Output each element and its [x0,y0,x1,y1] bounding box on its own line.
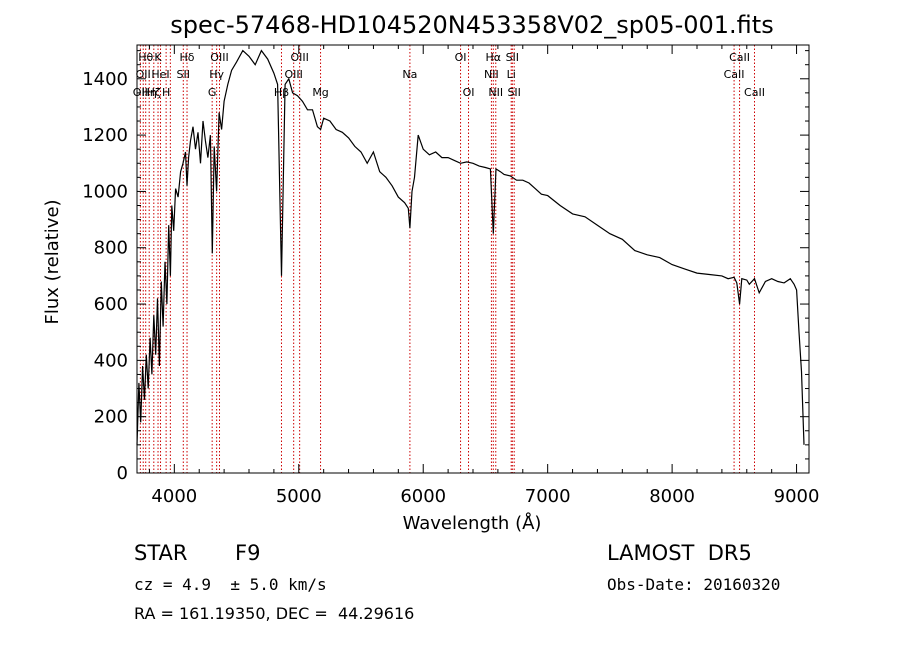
spectral-line-label: Hζ [147,86,161,99]
observation-date: Obs-Date: 20160320 [607,575,781,594]
x-tick-label: 6000 [400,486,446,507]
spectral-line-label: SII [506,51,519,64]
spectral-line-label: OI [455,51,467,64]
y-tick-label: 200 [94,407,128,428]
y-axis-label: Flux (relative) [42,199,63,324]
plot-frame [136,44,810,474]
x-tick-label: 9000 [774,486,820,507]
spectral-line-label: NII [484,68,499,81]
spectral-line-label: CaII [744,86,765,99]
x-tick-label: 4000 [151,486,197,507]
spectral-line-label: NII [488,86,503,99]
spectral-line-markers [139,45,755,473]
redshift-velocity: cz = 4.9 ± 5.0 km/s [134,575,327,594]
spectral-line-label: G [208,86,217,99]
spectral-line-label: CaII [729,51,750,64]
spectral-line-label: HeI [151,68,169,81]
spectral-line-label: H [162,86,170,99]
spectral-line-label: Hγ [209,68,224,81]
spectral-line-label: K [154,51,162,64]
y-tick-label: 400 [94,350,128,371]
chart-title: spec-57468-HD104520N453358V02_sp05-001.f… [170,11,773,39]
spectral-line-label: SII [177,68,190,81]
y-tick-label: 1200 [82,125,128,146]
spectral-line-label: Hδ [180,51,195,64]
spectral-line-label: Hβ [274,86,289,99]
survey-name: LAMOST DR5 [607,541,752,565]
spectral-line-label: OIII [210,51,228,64]
spectral-line-label: OIII [284,68,302,81]
spectral-line-label: Hθ [138,51,153,64]
object-subclass: F9 [235,541,261,565]
y-tick-label: 800 [94,238,128,259]
y-tick-label: 1000 [82,181,128,202]
spectral-line-label: SII [507,86,520,99]
spectral-line-label: Mg [312,86,328,99]
x-axis-label: Wavelength (Å) [403,512,542,534]
x-tick-label: 5000 [276,486,322,507]
object-class: STAR [134,541,188,565]
spectrum-line [136,49,805,445]
spectral-line-labels: OIIOIIHθHηHζKHeIHSIIHδGHγOIIIHβOIIIOIIIM… [133,51,765,99]
spectral-line-label: CaII [724,68,745,81]
spectral-line-label: OII [136,68,151,81]
y-tick-label: 0 [117,463,128,484]
spectral-line-label: OI [463,86,475,99]
spectral-line-label: Hη [142,86,157,99]
spectral-line-label: Li [507,68,516,81]
coordinates: RA = 161.19350, DEC = 44.29616 [134,604,415,623]
x-tick-label: 7000 [525,486,571,507]
spectral-line-label: Hα [486,51,502,64]
x-axis-ticks: 4000 5000 6000 7000 8000 9000 [148,45,820,507]
x-tick-label: 8000 [649,486,695,507]
spectral-line-label: OIII [290,51,308,64]
y-tick-label: 1400 [82,69,128,90]
y-axis-ticks: 0 200 400 600 800 1000 1200 1400 [82,50,809,484]
spectral-line-label: Na [402,68,417,81]
y-tick-label: 600 [94,294,128,315]
